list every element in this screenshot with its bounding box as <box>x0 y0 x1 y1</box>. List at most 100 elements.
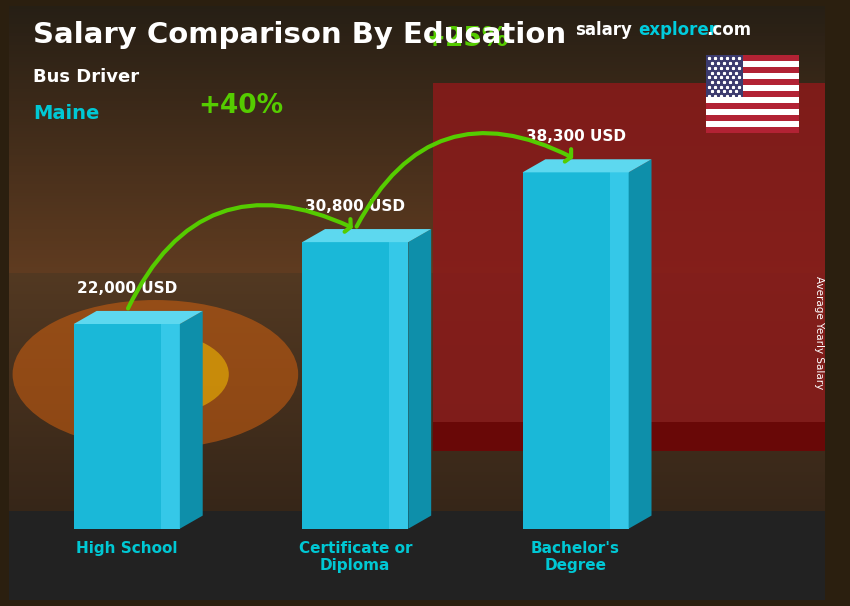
Bar <box>706 55 743 97</box>
Bar <box>8 104 824 107</box>
Bar <box>8 526 824 528</box>
Bar <box>8 202 824 205</box>
Bar <box>706 67 799 73</box>
Bar <box>8 508 824 511</box>
Bar <box>8 161 824 164</box>
Bar <box>8 342 824 345</box>
Bar <box>8 502 824 505</box>
Bar <box>8 9 824 12</box>
Bar <box>8 386 824 389</box>
Bar <box>8 517 824 520</box>
Bar <box>8 327 824 330</box>
Bar <box>433 83 850 451</box>
Bar <box>8 404 824 407</box>
Bar <box>8 481 824 484</box>
Bar <box>8 155 824 158</box>
Bar <box>8 582 824 585</box>
Bar <box>8 261 824 264</box>
Bar <box>8 217 824 220</box>
Bar <box>8 288 824 291</box>
Text: Average Yearly Salary: Average Yearly Salary <box>813 276 824 389</box>
Bar <box>8 442 824 445</box>
Bar <box>8 235 824 238</box>
Bar <box>8 158 824 161</box>
FancyBboxPatch shape <box>74 324 180 528</box>
Bar <box>8 59 824 62</box>
Bar <box>8 184 824 187</box>
Text: 22,000 USD: 22,000 USD <box>76 281 177 296</box>
Bar <box>8 86 824 89</box>
Bar <box>8 454 824 458</box>
Bar <box>8 321 824 324</box>
Text: 30,800 USD: 30,800 USD <box>305 199 405 214</box>
Bar <box>706 73 799 79</box>
Bar <box>8 110 824 113</box>
Bar <box>8 395 824 398</box>
Bar <box>8 107 824 110</box>
Bar <box>8 309 824 312</box>
Text: Certificate or
Diploma: Certificate or Diploma <box>298 541 412 573</box>
Bar <box>8 253 824 256</box>
Bar <box>8 365 824 368</box>
Bar <box>8 464 824 467</box>
Text: explorer: explorer <box>638 21 717 39</box>
Bar <box>8 472 824 475</box>
Bar <box>8 6 824 9</box>
Bar <box>8 12 824 15</box>
Bar <box>706 103 799 109</box>
Bar <box>706 85 799 91</box>
Bar <box>8 538 824 541</box>
Text: High School: High School <box>76 541 178 556</box>
Bar <box>8 528 824 531</box>
Bar <box>8 348 824 350</box>
Bar <box>8 345 824 348</box>
Bar <box>706 61 799 67</box>
Bar <box>8 81 824 83</box>
Bar <box>8 591 824 594</box>
Bar <box>8 223 824 226</box>
Bar <box>8 68 824 72</box>
Bar <box>8 282 824 285</box>
Bar <box>8 178 824 181</box>
Bar <box>8 570 824 573</box>
Bar <box>8 547 824 550</box>
Bar <box>8 134 824 137</box>
Bar <box>8 167 824 170</box>
Bar <box>8 78 824 81</box>
Bar <box>8 597 824 600</box>
Ellipse shape <box>82 333 229 416</box>
Bar <box>8 145 824 148</box>
Polygon shape <box>161 324 180 528</box>
Polygon shape <box>523 159 651 172</box>
Bar <box>8 122 824 125</box>
Bar <box>706 115 799 121</box>
Bar <box>8 312 824 315</box>
Bar <box>8 410 824 413</box>
Bar <box>8 56 824 59</box>
Bar <box>8 208 824 211</box>
Polygon shape <box>629 159 651 528</box>
Bar <box>8 33 824 36</box>
Bar <box>8 294 824 297</box>
Bar <box>8 579 824 582</box>
Bar <box>8 496 824 499</box>
FancyBboxPatch shape <box>303 242 408 528</box>
Bar <box>8 250 824 253</box>
Bar <box>8 231 824 235</box>
Bar <box>8 148 824 152</box>
Bar <box>8 556 824 558</box>
Bar <box>8 439 824 442</box>
Bar <box>8 98 824 101</box>
Text: .com: .com <box>706 21 751 39</box>
Bar <box>8 297 824 300</box>
Bar <box>8 53 824 56</box>
Bar <box>8 270 824 273</box>
Bar <box>8 164 824 167</box>
Bar <box>8 487 824 490</box>
Bar <box>8 65 824 68</box>
Bar <box>8 116 824 119</box>
Bar <box>8 62 824 65</box>
Bar <box>8 196 824 199</box>
Bar <box>8 39 824 42</box>
Bar <box>8 544 824 547</box>
